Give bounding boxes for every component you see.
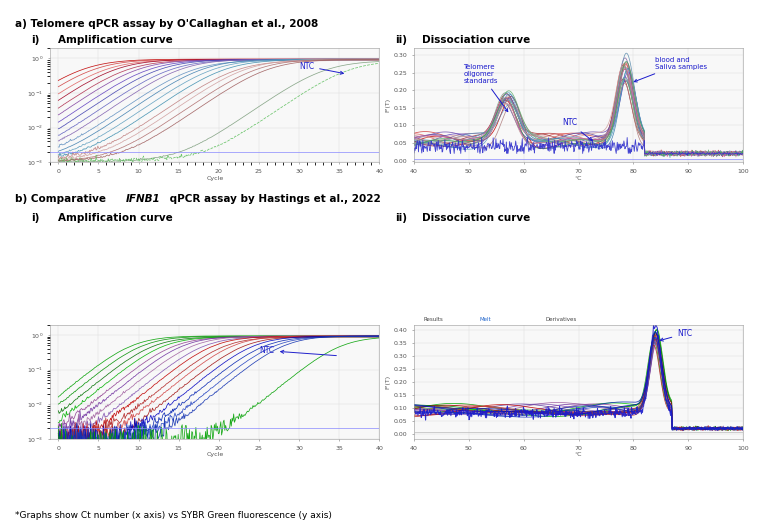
X-axis label: °C: °C <box>575 176 582 180</box>
X-axis label: Cycle: Cycle <box>206 452 224 457</box>
Text: NTC: NTC <box>562 118 592 140</box>
Text: b) Comparative: b) Comparative <box>15 194 110 204</box>
Y-axis label: F'(T): F'(T) <box>385 375 391 389</box>
Text: Dissociation curve: Dissociation curve <box>422 213 530 223</box>
X-axis label: °C: °C <box>575 452 582 457</box>
Text: qPCR assay by Hastings et al., 2022: qPCR assay by Hastings et al., 2022 <box>166 194 381 204</box>
Text: IFNB1: IFNB1 <box>125 194 160 204</box>
Text: Amplification curve: Amplification curve <box>58 35 173 45</box>
Text: ii): ii) <box>395 35 407 45</box>
Text: Telomere
oligomer
standards: Telomere oligomer standards <box>464 64 508 112</box>
Text: blood and
Saliva samples: blood and Saliva samples <box>634 57 707 82</box>
Text: NTC: NTC <box>259 346 337 355</box>
Text: Derivatives: Derivatives <box>546 317 577 322</box>
Text: Results: Results <box>424 317 444 322</box>
Text: Melt: Melt <box>480 317 491 322</box>
X-axis label: Cycle: Cycle <box>206 176 224 180</box>
Text: Dissociation curve: Dissociation curve <box>422 35 530 45</box>
Text: NTC: NTC <box>660 329 693 341</box>
Text: *Graphs show Ct number (x axis) vs SYBR Green fluorescence (y axis): *Graphs show Ct number (x axis) vs SYBR … <box>15 511 332 520</box>
Text: i): i) <box>31 213 39 223</box>
Text: i): i) <box>31 35 39 45</box>
Text: Amplification curve: Amplification curve <box>58 213 173 223</box>
Text: a) Telomere qPCR assay by O'Callaghan et al., 2008: a) Telomere qPCR assay by O'Callaghan et… <box>15 19 319 29</box>
Text: NTC: NTC <box>299 62 344 74</box>
Text: ii): ii) <box>395 213 407 223</box>
Y-axis label: F'(T): F'(T) <box>385 98 391 112</box>
